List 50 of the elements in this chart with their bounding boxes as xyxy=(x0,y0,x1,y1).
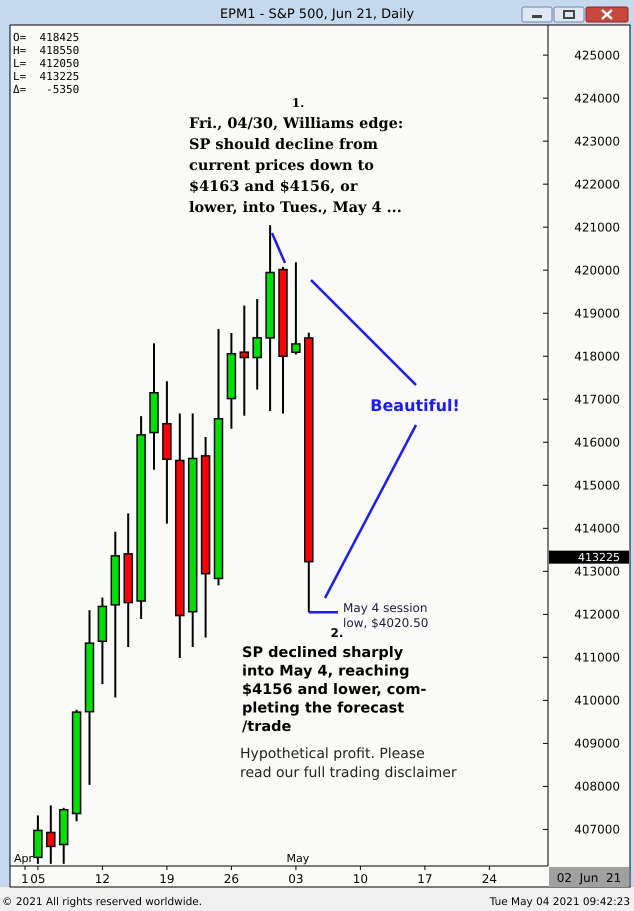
y-tick-label: 423000 xyxy=(574,134,620,148)
candlestick xyxy=(252,298,262,391)
x-tick-label: 1 xyxy=(21,872,29,886)
y-tick-label: 417000 xyxy=(574,392,620,406)
annotation: 2. xyxy=(330,626,344,640)
x-tick-label: 03 xyxy=(288,872,304,886)
y-tick-label: 422000 xyxy=(574,177,620,192)
annotation: Hypothetical profit. Please read our full trading disclaimer xyxy=(240,746,457,781)
y-tick-label: 409000 xyxy=(574,736,620,751)
y-tick-label: 413000 xyxy=(574,564,620,579)
annotation: Fri., 04/30, Williams edge: SP should decline from current prices down to $4163 and $4156, or lower, into Tues., May 4 ... xyxy=(189,115,404,216)
y-tick-label: 419000 xyxy=(574,306,620,320)
y-tick-label: 410000 xyxy=(574,694,620,708)
chart-title: EPM1 - S&P 500, Jun 21, Daily xyxy=(220,7,414,22)
y-tick-label: 414000 xyxy=(574,522,620,536)
text: 02 Jun 21 xyxy=(556,871,622,885)
y-tick-label: 416000 xyxy=(574,435,620,450)
annotation: May xyxy=(286,852,310,865)
annotation: H= 418550 xyxy=(13,44,80,57)
y-tick-label: 424000 xyxy=(574,91,620,106)
x-tick-label: 12 xyxy=(94,872,110,886)
annotation: L= 412050 xyxy=(13,57,80,70)
annotation: Apr xyxy=(14,852,34,865)
x-tick-label: 24 xyxy=(482,872,498,886)
y-tick-label: 411000 xyxy=(574,650,620,665)
x-tick-label: 17 xyxy=(417,872,433,886)
x-tick-label: 26 xyxy=(224,872,240,886)
y-tick-label: 412000 xyxy=(574,608,620,622)
x-tick-label: 05 xyxy=(30,872,46,886)
text: 413225 xyxy=(578,551,620,564)
y-tick-label: 415000 xyxy=(574,478,620,492)
annotation: L= 413225 xyxy=(13,70,80,83)
x-tick-label: 19 xyxy=(159,872,175,886)
x-tick-label: 10 xyxy=(352,872,368,886)
candlestick xyxy=(240,304,250,417)
annotation: May 4 session low, $4020.50 xyxy=(343,601,428,630)
annotation: O= 418425 xyxy=(13,31,80,44)
y-tick-label: 420000 xyxy=(574,263,620,278)
y-tick-label: 408000 xyxy=(574,780,620,794)
annotation: Δ= -5350 xyxy=(13,83,80,96)
annotation: Beautiful! xyxy=(370,396,460,415)
candlestick xyxy=(291,261,301,356)
y-tick-label: 425000 xyxy=(574,48,620,62)
annotation: 1. xyxy=(292,96,304,110)
text: © 2021 All rights reserved worldwide. xyxy=(2,896,202,908)
y-tick-label: 418000 xyxy=(574,349,620,364)
y-tick-label: 407000 xyxy=(574,822,620,837)
y-tick-label: 421000 xyxy=(574,220,620,234)
text: Tue May 04 2021 09:42:23 xyxy=(488,896,630,908)
annotation: SP declined sharply into May 4, reaching $4156 and lower, com- pleting the forecast /trade xyxy=(242,645,426,735)
